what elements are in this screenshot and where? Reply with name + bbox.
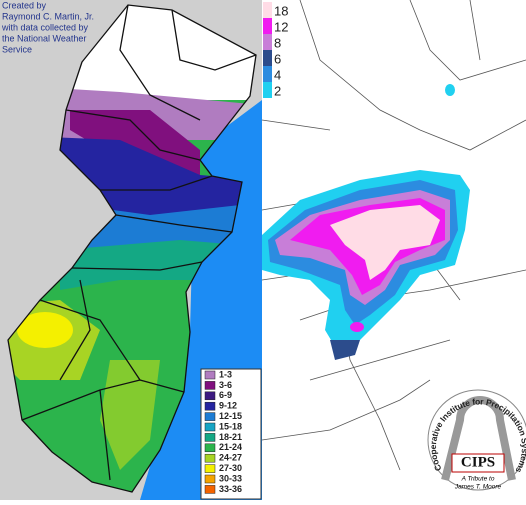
snowfall-legend: 1-33-66-99-1212-1515-1818-2121-2424-2727… bbox=[204, 369, 242, 494]
legend-label: 6-9 bbox=[219, 390, 232, 400]
legend-swatch bbox=[263, 2, 272, 18]
legend-label: 3-6 bbox=[219, 380, 232, 390]
credit-line: Created by bbox=[2, 0, 47, 10]
cips-logo: Cooperative Institute for Precipitation … bbox=[427, 389, 526, 491]
county-borders bbox=[7, 4, 257, 493]
legend-swatch bbox=[263, 82, 272, 98]
legend-swatch bbox=[204, 391, 216, 401]
legend-swatch bbox=[204, 422, 216, 432]
legend-label: 18 bbox=[274, 3, 288, 18]
legend-swatch bbox=[263, 34, 272, 50]
band bbox=[100, 360, 160, 470]
legend-label: 8 bbox=[274, 35, 281, 50]
logo-plate bbox=[451, 453, 505, 473]
credit-line: with data collected by bbox=[1, 22, 89, 32]
credit-line: Service bbox=[2, 44, 32, 54]
legend-swatch bbox=[263, 18, 272, 34]
legend-swatch bbox=[204, 381, 216, 390]
legend-swatch bbox=[204, 370, 216, 380]
legend-label: 24-27 bbox=[219, 453, 242, 463]
model-snow bbox=[262, 84, 470, 360]
legend-label: 12-15 bbox=[219, 411, 242, 421]
band bbox=[17, 312, 73, 348]
legend-swatch bbox=[204, 485, 216, 494]
legend-swatch bbox=[204, 401, 216, 411]
legend-swatch bbox=[204, 453, 216, 463]
credit-line: Raymond C. Martin, Jr. bbox=[2, 11, 94, 21]
logo-person: James T. Moore bbox=[454, 484, 502, 491]
legend-label: 27-30 bbox=[219, 463, 242, 473]
logo-arch bbox=[441, 396, 516, 481]
legend-swatch bbox=[263, 66, 272, 82]
legend-label: 4 bbox=[274, 67, 281, 82]
legend-label: 12 bbox=[274, 19, 288, 34]
band bbox=[70, 110, 200, 175]
legend-label: 9-12 bbox=[219, 401, 237, 411]
legend-label: 33-36 bbox=[219, 484, 242, 494]
legend-swatch bbox=[204, 443, 216, 453]
legend-swatch bbox=[204, 412, 216, 421]
legend-swatch bbox=[204, 464, 216, 473]
credit-line: the National Weather bbox=[2, 33, 86, 43]
legend-swatch bbox=[204, 474, 216, 484]
legend-label: 15-18 bbox=[219, 421, 242, 431]
legend-swatch bbox=[204, 433, 216, 442]
legend-label: 2 bbox=[274, 83, 281, 98]
logo-name: CIPS bbox=[461, 454, 495, 470]
legend-swatch bbox=[263, 50, 272, 66]
legend-label: 21-24 bbox=[219, 442, 242, 452]
logo-tribute: A Tribute to bbox=[461, 476, 495, 483]
legend-label: 18-21 bbox=[219, 432, 242, 442]
legend-label: 30-33 bbox=[219, 473, 242, 483]
legend-label: 1-3 bbox=[219, 369, 232, 379]
legend-label: 6 bbox=[274, 51, 281, 66]
